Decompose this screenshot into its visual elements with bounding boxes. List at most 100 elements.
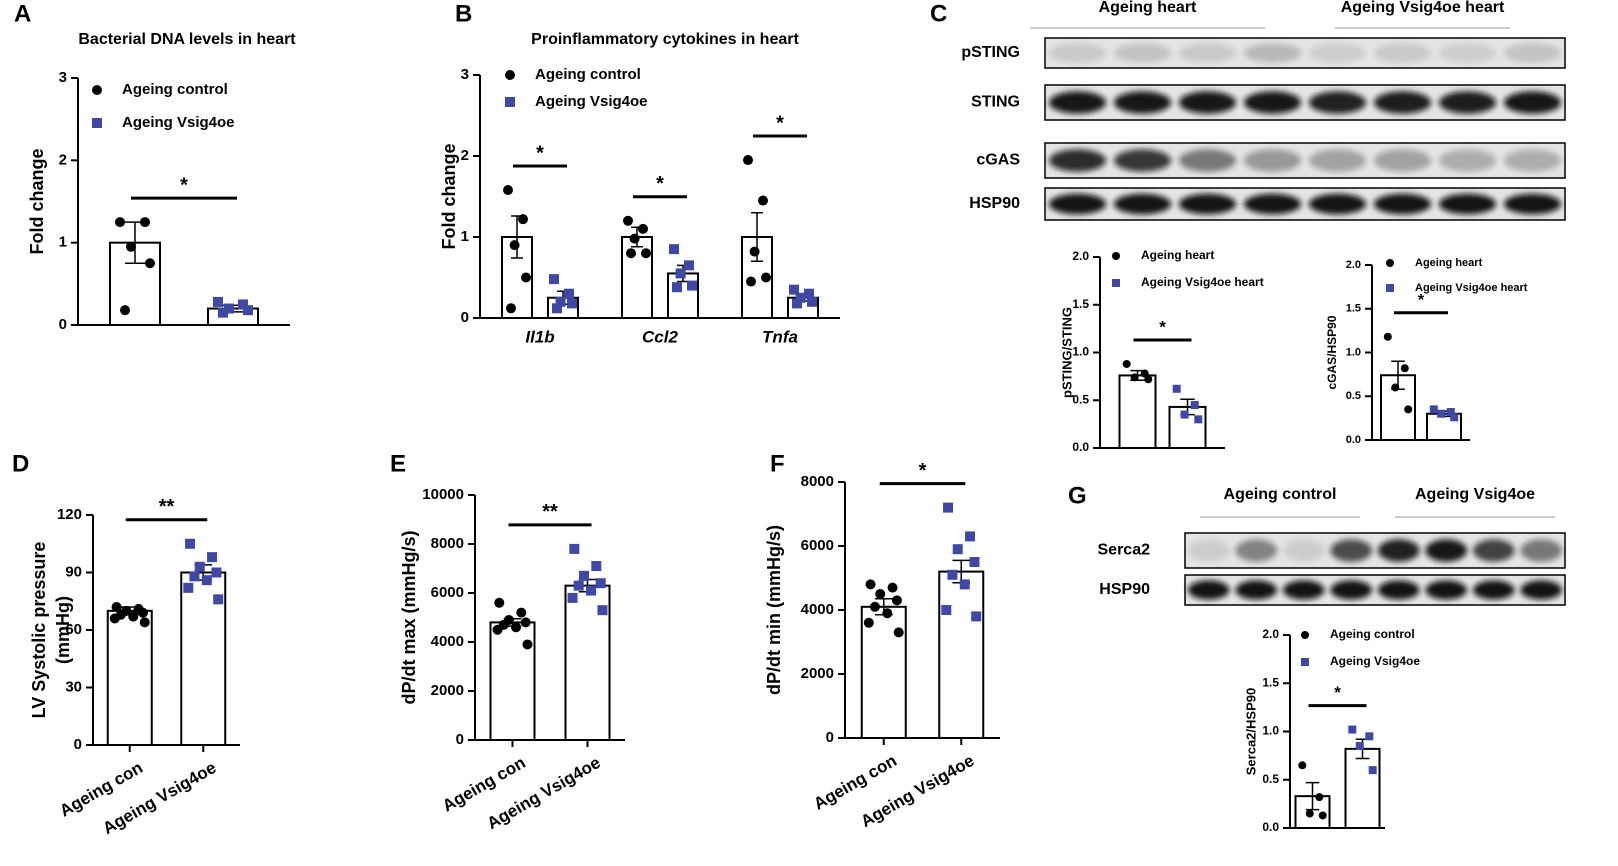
bar xyxy=(106,609,153,746)
y-tick-label: 2 xyxy=(59,151,67,168)
blot-band xyxy=(1048,43,1107,63)
data-point xyxy=(941,605,952,615)
y-tick-label: 2 xyxy=(461,147,469,164)
significance-label: * xyxy=(1418,292,1425,309)
blot-band xyxy=(1113,91,1172,114)
blot-band xyxy=(1243,91,1302,114)
legend-marker xyxy=(1112,279,1120,287)
blot-band xyxy=(1178,91,1237,114)
blot-band xyxy=(1282,580,1325,600)
data-point xyxy=(207,552,218,563)
blot-band xyxy=(1282,539,1325,562)
data-point xyxy=(959,579,970,590)
significance-label: * xyxy=(180,174,188,196)
legend-marker xyxy=(1301,631,1309,639)
y-tick-label: 6000 xyxy=(431,584,464,601)
y-tick-label: 2.0 xyxy=(1346,259,1361,271)
y-tick-label: 0 xyxy=(456,731,464,748)
blot-band xyxy=(1243,149,1302,172)
data-point xyxy=(887,582,898,593)
y-axis-label: dP/dt min (mmHg/s) xyxy=(764,525,784,695)
data-point xyxy=(1348,725,1357,734)
blot-band xyxy=(1235,580,1278,600)
data-point xyxy=(189,571,200,582)
significance-label: * xyxy=(776,112,784,134)
data-point xyxy=(213,296,223,307)
blot-band xyxy=(1308,193,1367,215)
data-point xyxy=(1130,373,1139,382)
significance-label: * xyxy=(536,142,544,164)
blot-band xyxy=(1377,580,1420,600)
data-point xyxy=(1446,408,1455,416)
y-tick-label: 0.5 xyxy=(1072,392,1089,406)
blot-band xyxy=(1048,149,1107,172)
blot-band xyxy=(1187,580,1230,600)
data-point xyxy=(638,223,648,234)
data-point xyxy=(1391,383,1400,392)
blot-band xyxy=(1425,539,1468,562)
y-tick-label: 120 xyxy=(57,506,82,523)
legend-marker xyxy=(505,70,515,80)
data-point xyxy=(201,575,212,586)
data-point xyxy=(684,260,694,271)
data-point xyxy=(591,561,602,572)
legend-label: Ageing heart xyxy=(1415,257,1483,269)
data-point xyxy=(969,557,980,567)
data-point xyxy=(111,602,122,612)
y-tick-label: 0.5 xyxy=(1262,772,1279,786)
data-point xyxy=(1194,415,1203,424)
y-tick-label: 0 xyxy=(826,729,834,746)
y-tick-label: 0 xyxy=(74,736,82,753)
blot-band xyxy=(1308,149,1367,172)
row-label: STING xyxy=(971,94,1020,111)
y-tick-label: 0 xyxy=(461,309,469,326)
blot-band xyxy=(1243,43,1302,63)
x-tick-label: Il1b xyxy=(525,327,554,346)
y-tick-label: 4000 xyxy=(801,601,834,618)
blot-band xyxy=(1373,149,1432,172)
y-tick-label: 1 xyxy=(59,234,67,251)
significance-label: ** xyxy=(542,501,558,523)
blot-band xyxy=(1178,149,1237,172)
y-axis-label: Fold change xyxy=(27,148,47,254)
y-tick-label: 0.0 xyxy=(1262,820,1279,834)
y-tick-label: 8000 xyxy=(801,473,834,490)
data-point xyxy=(687,280,697,291)
data-point xyxy=(891,595,902,606)
data-point xyxy=(789,284,799,295)
chart-title: Proinflammatory cytokines in heart xyxy=(531,31,799,48)
data-point xyxy=(807,296,817,307)
data-point xyxy=(137,607,148,618)
data-point xyxy=(520,617,531,628)
data-point xyxy=(573,580,584,591)
y-tick-label: 1.5 xyxy=(1346,303,1361,315)
data-point xyxy=(893,627,904,638)
data-point xyxy=(578,570,589,581)
legend-marker xyxy=(1386,284,1394,292)
data-point xyxy=(952,544,963,555)
data-point xyxy=(552,303,562,314)
group-label: Ageing Vsig4oe xyxy=(1415,486,1535,503)
row-label: pSTING xyxy=(961,44,1020,61)
significance-label: * xyxy=(1334,683,1341,702)
data-point xyxy=(1404,405,1413,414)
y-tick-label: 1.0 xyxy=(1072,345,1089,359)
blot-band xyxy=(1178,193,1237,215)
group-label: Ageing control xyxy=(1224,486,1337,503)
blot-band xyxy=(1178,43,1237,63)
data-point xyxy=(494,597,505,608)
blot-band xyxy=(1243,193,1302,215)
legend-label: Ageing Vsig4oe xyxy=(535,93,648,110)
blot-band xyxy=(1438,43,1497,63)
data-point xyxy=(1305,809,1314,818)
data-point xyxy=(1190,401,1199,410)
data-point xyxy=(1368,766,1377,775)
group-label: Ageing heart xyxy=(1099,0,1197,16)
data-point xyxy=(1383,332,1392,341)
data-point xyxy=(145,258,155,269)
data-point xyxy=(522,639,533,650)
panel-letter: A xyxy=(14,0,31,27)
legend-label: Ageing Vsig4oe heart xyxy=(1415,282,1528,294)
row-label: HSP90 xyxy=(969,195,1020,212)
legend-label: Ageing Vsig4oe xyxy=(1330,654,1420,668)
